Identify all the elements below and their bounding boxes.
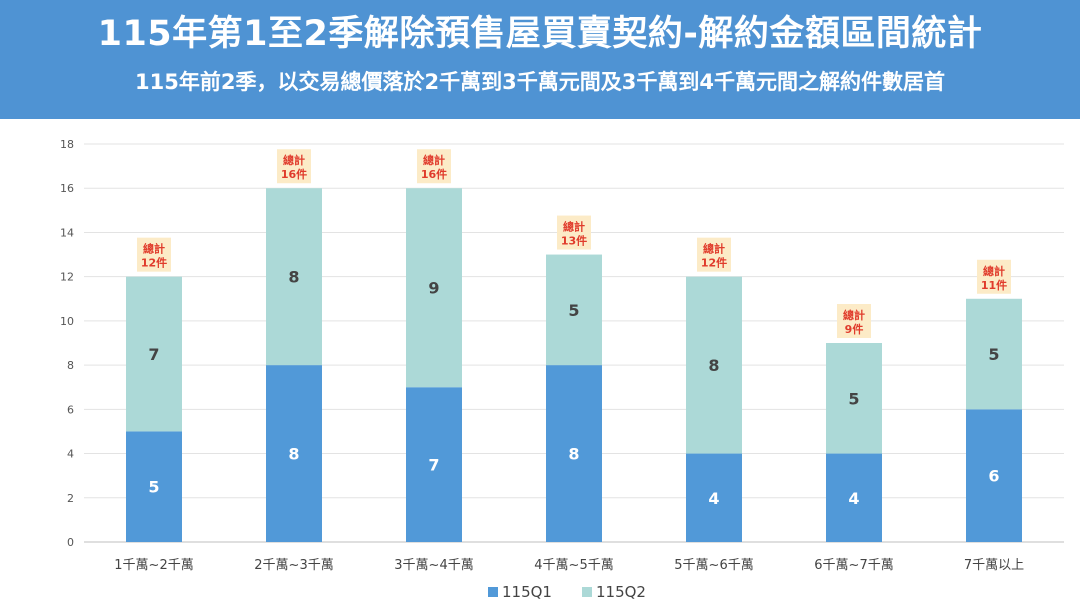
y-axis-ticks: 0 2 4 6 8 10 12 14 16 18 — [60, 138, 74, 549]
x-axis-categories: 1千萬~2千萬 2千萬~3千萬 3千萬~4千萬 4千萬~5千萬 5千萬~6千萬 6千萬~7… — [114, 558, 1024, 573]
y-tick-label: 10 — [60, 315, 74, 328]
bar-115q2 — [266, 188, 322, 366]
total-value: 12件 — [141, 256, 167, 270]
legend-label: 115Q2 — [596, 583, 646, 601]
y-tick-label: 12 — [60, 271, 74, 284]
x-category-label: 6千萬~7千萬 — [814, 558, 893, 573]
bar-115q2 — [826, 343, 882, 454]
page-subtitle: 115年前2季，以交易總價落於2千萬到3千萬元間及3千萬到4千萬元間之解約件數居… — [135, 70, 945, 94]
total-badge — [977, 259, 1011, 294]
bar-value-label: 8 — [568, 445, 579, 464]
total-badge — [557, 215, 591, 250]
x-category-label: 5千萬~6千萬 — [674, 558, 753, 573]
total-badge — [837, 304, 871, 338]
x-category-label: 1千萬~2千萬 — [114, 558, 193, 573]
bar-115q2 — [126, 276, 182, 432]
total-value: 12件 — [701, 256, 727, 270]
y-tick-label: 14 — [60, 226, 74, 239]
bar-value-label: 4 — [708, 489, 719, 508]
total-caption: 總計 — [843, 308, 865, 322]
total-value: 13件 — [561, 234, 587, 248]
bar-115q2 — [546, 254, 602, 366]
y-tick-label: 8 — [67, 359, 74, 372]
total-caption: 總計 — [563, 220, 585, 234]
legend: 115Q1 115Q2 — [488, 583, 646, 601]
bar-value-label: 9 — [428, 279, 439, 298]
bar-value-label: 8 — [288, 445, 299, 464]
total-caption: 總計 — [703, 242, 725, 256]
total-badge — [137, 237, 171, 272]
bar-115q2 — [406, 188, 462, 388]
x-category-label: 7千萬以上 — [964, 558, 1024, 573]
bar-value-label: 7 — [428, 456, 439, 475]
bar-value-label: 5 — [568, 301, 579, 320]
bar-115q1 — [826, 453, 882, 542]
bar-value-label: 5 — [148, 478, 159, 497]
bar-115q1 — [966, 409, 1022, 542]
bar-115q2 — [686, 276, 742, 454]
total-caption: 總計 — [143, 242, 165, 256]
bar-115q1 — [126, 431, 182, 542]
legend-swatch — [488, 587, 498, 597]
header-banner: 115年第1至2季解除預售屋買賣契約-解約金額區間統計 115年前2季，以交易總… — [0, 0, 1080, 119]
total-caption: 總計 — [283, 153, 305, 167]
bar-value-label: 7 — [148, 345, 159, 364]
bar-value-label: 6 — [988, 467, 999, 486]
y-tick-label: 0 — [67, 536, 74, 549]
legend-swatch — [582, 587, 592, 597]
total-value: 11件 — [981, 278, 1007, 292]
bar-value-label: 4 — [848, 489, 859, 508]
x-category-label: 2千萬~3千萬 — [254, 558, 333, 573]
bar-115q1 — [546, 365, 602, 542]
y-tick-label: 4 — [67, 448, 74, 461]
total-badge — [417, 149, 451, 184]
total-caption: 總計 — [423, 153, 445, 167]
y-tick-label: 6 — [67, 403, 74, 416]
total-badge — [697, 237, 731, 272]
bars: 5 7 8 8 7 9 8 5 4 8 4 5 6 5 — [126, 188, 1022, 542]
total-value: 16件 — [421, 167, 447, 181]
y-tick-label: 2 — [67, 492, 74, 505]
bar-value-label: 8 — [708, 356, 719, 375]
x-category-label: 4千萬~5千萬 — [534, 558, 613, 573]
bar-value-label: 5 — [988, 345, 999, 364]
bar-115q2 — [966, 298, 1022, 410]
bar-value-label: 8 — [288, 268, 299, 287]
y-tick-label: 18 — [60, 138, 74, 151]
total-value: 16件 — [281, 167, 307, 181]
x-category-label: 3千萬~4千萬 — [394, 558, 473, 573]
total-badge — [277, 149, 311, 184]
bar-115q1 — [686, 453, 742, 542]
y-tick-label: 16 — [60, 182, 74, 195]
bar-value-label: 5 — [848, 389, 859, 408]
bar-115q1 — [266, 365, 322, 542]
page-title: 115年第1至2季解除預售屋買賣契約-解約金額區間統計 — [97, 14, 983, 54]
legend-label: 115Q1 — [502, 583, 552, 601]
total-caption: 總計 — [983, 264, 1005, 278]
total-value: 9件 — [845, 322, 864, 336]
bar-115q1 — [406, 387, 462, 542]
